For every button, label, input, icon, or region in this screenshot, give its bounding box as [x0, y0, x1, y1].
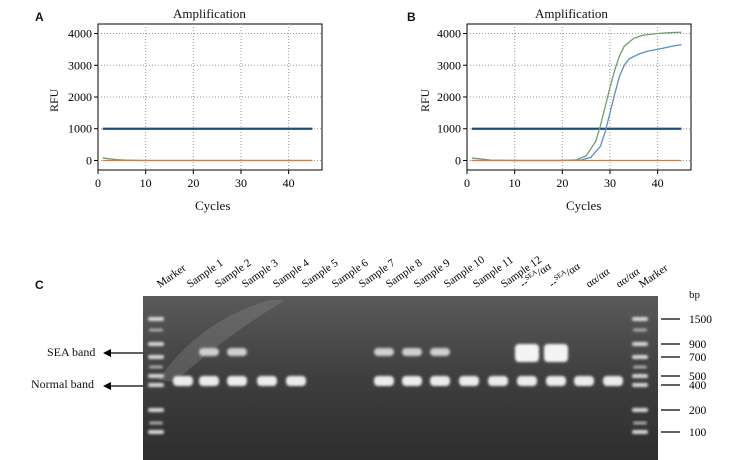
- normal-band: [374, 376, 394, 386]
- marker-band: [148, 342, 164, 346]
- sea-band: [544, 344, 568, 362]
- panel-b-y-tick-label: 0: [455, 153, 461, 167]
- bp-header: bp: [689, 289, 700, 301]
- panel-b-title: Amplification: [535, 6, 608, 21]
- marker-band: [148, 383, 164, 387]
- marker-band: [148, 430, 164, 434]
- panel-b-x-tick-label: 10: [509, 176, 521, 190]
- bp-label: 200: [689, 405, 707, 417]
- marker-band: [148, 408, 164, 412]
- marker-band: [632, 430, 648, 434]
- lane-label: --SEA/αα: [546, 260, 582, 291]
- normal-band: [402, 376, 422, 386]
- sea-band-label: SEA band: [47, 345, 96, 359]
- normal-band: [488, 376, 508, 386]
- panel-b-y-tick-label: 2000: [437, 90, 461, 104]
- lane-label: αα/αα: [614, 266, 642, 291]
- marker-band-faint: [149, 421, 163, 425]
- panel-a-x-tick-label: 20: [187, 176, 199, 190]
- panel-b-x-tick-label: 30: [604, 176, 616, 190]
- normal-band: [603, 376, 623, 386]
- sea-band: [374, 348, 394, 356]
- panel-b-x-tick-label: 20: [556, 176, 568, 190]
- normal-band: [574, 376, 594, 386]
- normal-band: [286, 376, 306, 386]
- panel-b-y-tick-label: 3000: [437, 58, 461, 72]
- lane-label: αα/αα: [584, 266, 612, 291]
- marker-band: [632, 317, 648, 321]
- marker-band-faint: [633, 328, 647, 332]
- marker-band-faint: [149, 328, 163, 332]
- normal-band: [257, 376, 277, 386]
- sea-band: [402, 348, 422, 356]
- bp-label: 700: [689, 352, 707, 364]
- panel-c-label: C: [35, 278, 44, 292]
- panel-a-y-tick-label: 2000: [68, 90, 92, 104]
- panel-a-y-tick-label: 4000: [68, 27, 92, 41]
- normal-band: [199, 376, 219, 386]
- panel-a-x-tick-label: 10: [140, 176, 152, 190]
- marker-band-faint: [633, 365, 647, 369]
- sea-band: [199, 348, 219, 356]
- panel-a-chart: 0 10 20 30 40 0 1000 2000 3000 4000: [68, 23, 323, 190]
- lane-label: Marker: [637, 262, 671, 291]
- marker-band: [632, 374, 648, 378]
- marker-band-faint: [149, 365, 163, 369]
- marker-band: [148, 374, 164, 378]
- marker-band: [632, 342, 648, 346]
- sea-band: [515, 344, 539, 362]
- panel-a-xlabel: Cycles: [195, 198, 231, 213]
- panel-b-x-tick-label: 40: [652, 176, 664, 190]
- normal-band: [517, 376, 537, 386]
- bp-label: 900: [689, 339, 707, 351]
- normal-band: [546, 376, 566, 386]
- panel-b-chart: 0 10 20 30 40 0 1000 2000 3000 4000: [437, 23, 692, 190]
- marker-band-faint: [633, 421, 647, 425]
- panel-b-y-tick-label: 4000: [437, 27, 461, 41]
- panel-a-x-tick-label: 40: [283, 176, 295, 190]
- panel-a-y-tick-label: 1000: [68, 122, 92, 136]
- marker-band: [148, 317, 164, 321]
- bp-label: 100: [689, 427, 707, 439]
- bp-label: 1500: [689, 314, 712, 326]
- gel-smear: [158, 300, 285, 382]
- panel-b-y-tick-label: 1000: [437, 122, 461, 136]
- panel-b-x-tick-label: 0: [464, 176, 470, 190]
- panel-a-x-tick-label: 30: [235, 176, 247, 190]
- panel-a-label: A: [35, 10, 44, 24]
- panel-a-y-tick-label: 0: [86, 153, 92, 167]
- normal-band: [459, 376, 479, 386]
- normal-band-label: Normal band: [31, 377, 94, 391]
- panel-a-x-tick-label: 0: [95, 176, 101, 190]
- bp-label: 400: [689, 380, 707, 392]
- marker-band: [632, 383, 648, 387]
- marker-band: [148, 355, 164, 359]
- bp-label: 500: [689, 371, 707, 383]
- normal-band: [227, 376, 247, 386]
- panel-b-xlabel: Cycles: [566, 198, 602, 213]
- sea-band: [227, 348, 247, 356]
- sea-band: [430, 348, 450, 356]
- marker-band: [632, 408, 648, 412]
- panel-a-title: Amplification: [173, 6, 246, 21]
- panel-a-y-tick-label: 3000: [68, 58, 92, 72]
- marker-band: [632, 355, 648, 359]
- lane-label: Marker: [155, 262, 189, 291]
- panel-b-label: B: [407, 10, 416, 24]
- normal-band: [430, 376, 450, 386]
- normal-band: [173, 376, 193, 386]
